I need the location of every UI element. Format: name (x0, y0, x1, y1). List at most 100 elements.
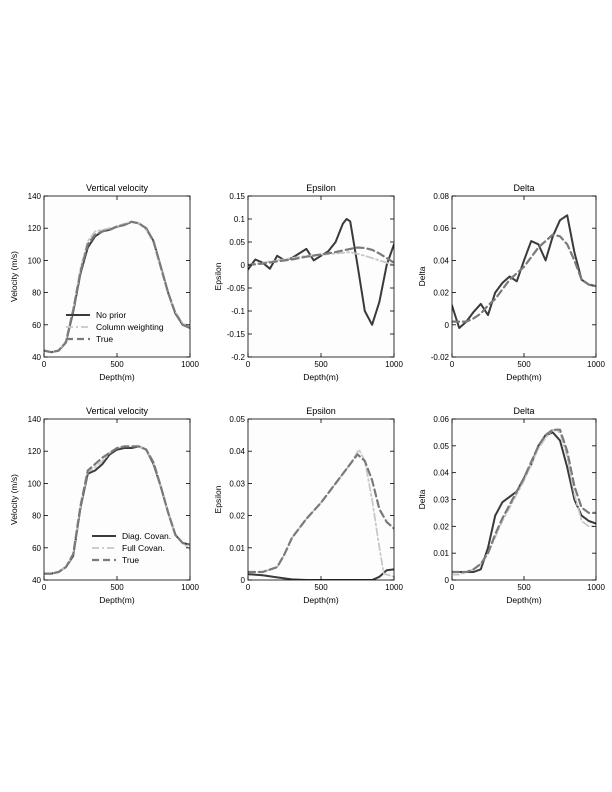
legend: No prior Column weighting True (66, 310, 164, 344)
x-tick-label: 1000 (587, 583, 605, 592)
y-tick-label: 100 (28, 256, 42, 265)
plot-area (248, 196, 394, 357)
y-axis-label: Delta (417, 489, 427, 509)
chart-panel: 0 500 1000 40 60 80 100 120 140 Vertical velocity… (9, 183, 199, 382)
y-tick-label: 0.08 (433, 192, 449, 201)
y-axis-label: Velocity (m/s) (9, 251, 19, 302)
y-tick-label: 80 (32, 289, 41, 298)
y-tick-label: 0.06 (433, 224, 449, 233)
series-line-2 (248, 453, 394, 574)
x-tick-label: 0 (246, 583, 251, 592)
plot-area (452, 196, 596, 357)
legend: Diag. Covan. Full Covan. True (92, 531, 171, 565)
plot-area (452, 419, 596, 580)
chart-title: Delta (513, 406, 534, 416)
y-tick-label: -0.2 (231, 353, 245, 362)
plot-area (248, 419, 394, 580)
x-tick-label: 500 (314, 360, 328, 369)
series-line-2 (248, 246, 394, 267)
x-tick-label: 500 (110, 360, 124, 369)
x-tick-label: 0 (246, 360, 251, 369)
chart-title: Vertical velocity (86, 183, 149, 193)
chart-panel: 0 500 1000 0 0.01 0.02 0.03 0.04 0.05 0.06 Delta De… (417, 406, 605, 605)
y-tick-label: -0.05 (227, 284, 246, 293)
y-tick-label: 0.04 (433, 256, 449, 265)
y-tick-label: 0 (445, 576, 450, 585)
x-tick-label: 1000 (385, 583, 403, 592)
x-tick-label: 0 (42, 583, 47, 592)
y-axis-label: Epsilon (213, 485, 223, 513)
series-line-1 (452, 233, 596, 323)
y-tick-label: 0.05 (433, 442, 449, 451)
legend-label: True (96, 334, 113, 344)
x-tick-label: 500 (110, 583, 124, 592)
chart-title: Epsilon (306, 406, 336, 416)
legend-label: Column weighting (96, 322, 164, 332)
y-tick-label: 140 (28, 192, 42, 201)
x-tick-label: 500 (517, 360, 531, 369)
y-tick-label: 0.02 (433, 522, 449, 531)
series-line-0 (248, 568, 394, 580)
plot-area (44, 419, 190, 580)
legend-label: Diag. Covan. (122, 531, 171, 541)
x-tick-label: 500 (314, 583, 328, 592)
x-axis-label: Depth(m) (303, 372, 339, 382)
x-axis-label: Depth(m) (303, 595, 339, 605)
y-tick-label: 100 (28, 479, 42, 488)
y-tick-label: -0.02 (431, 353, 450, 362)
chart-panel: 0 500 1000-0.0200.020.040.060.08DeltaDepth… (417, 183, 605, 382)
plot-area (44, 196, 190, 357)
legend-label: Full Covan. (122, 543, 165, 553)
x-tick-label: 0 (450, 360, 455, 369)
x-tick-label: 1000 (181, 360, 199, 369)
y-tick-label: 0.06 (433, 415, 449, 424)
y-tick-label: 60 (32, 321, 41, 330)
y-axis-label: Epsilon (213, 262, 223, 290)
series-line-2 (44, 220, 190, 354)
chart-panel: 0 500 1000 40 60 80 100 120 140 Vertical velocity… (9, 406, 199, 605)
y-tick-label: 0.01 (229, 544, 245, 553)
x-tick-label: 1000 (385, 360, 403, 369)
series-line-0 (452, 214, 596, 329)
y-tick-label: 0.1 (234, 215, 246, 224)
x-axis-label: Depth(m) (506, 372, 542, 382)
y-tick-label: 0.04 (433, 469, 449, 478)
chart-title: Vertical velocity (86, 406, 149, 416)
y-tick-label: 0.02 (433, 289, 449, 298)
chart-panel: 0 500 1000 -0.2 -0.15 -0.1 -0.05 0 0.05 0.1 0.15 Ep… (213, 183, 403, 382)
y-tick-label: 0.03 (229, 479, 245, 488)
x-axis-label: Depth(m) (99, 595, 135, 605)
y-tick-label: 0.02 (229, 512, 245, 521)
series-line-2 (452, 428, 596, 574)
chart-title: Epsilon (306, 183, 336, 193)
x-axis-label: Depth(m) (506, 595, 542, 605)
legend-label: True (122, 555, 139, 565)
y-tick-label: 0.01 (433, 549, 449, 558)
y-axis-label: Velocity (m/s) (9, 474, 19, 525)
y-tick-label: 60 (32, 544, 41, 553)
y-tick-label: 80 (32, 512, 41, 521)
x-tick-label: 500 (517, 583, 531, 592)
legend-label: No prior (96, 310, 126, 320)
chart-panel: 0 500 1000 0 0.01 0.02 0.03 0.04 0.05 Epsilon Dept… (213, 406, 403, 605)
y-tick-label: 0.04 (229, 447, 245, 456)
y-tick-label: -0.15 (227, 330, 246, 339)
y-tick-label: 0.15 (229, 192, 245, 201)
y-tick-label: -0.1 (231, 307, 245, 316)
y-tick-label: 120 (28, 224, 42, 233)
y-tick-label: 0 (241, 261, 246, 270)
series-line-2 (44, 445, 190, 575)
y-tick-label: 0.05 (229, 238, 245, 247)
x-axis-label: Depth(m) (99, 372, 135, 382)
y-tick-label: 40 (32, 353, 41, 362)
x-tick-label: 0 (450, 583, 455, 592)
y-tick-label: 40 (32, 576, 41, 585)
x-tick-label: 0 (42, 360, 47, 369)
y-tick-label: 140 (28, 415, 42, 424)
x-tick-label: 1000 (587, 360, 605, 369)
y-tick-label: 0.03 (433, 496, 449, 505)
chart-title: Delta (513, 183, 534, 193)
y-tick-label: 0 (445, 321, 450, 330)
y-tick-label: 120 (28, 447, 42, 456)
